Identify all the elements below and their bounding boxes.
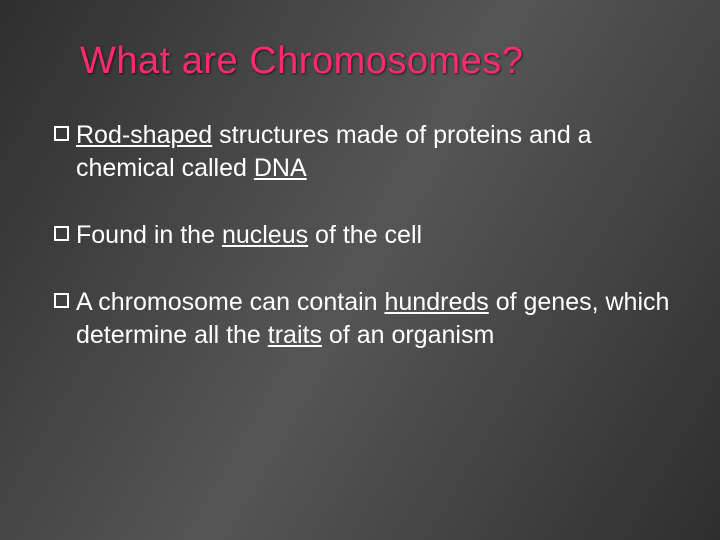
underlined-text: nucleus (222, 221, 308, 249)
bullet-item: Found in the nucleus of the cell (54, 219, 670, 252)
slide: What are Chromosomes? Rod-shaped structu… (0, 0, 720, 540)
bullet-item: A chromosome can contain hundreds of gen… (54, 286, 670, 352)
bullet-text: A chromosome can contain hundreds of gen… (76, 286, 670, 352)
text-segment: of an organism (322, 321, 494, 349)
text-segment: of the cell (308, 221, 422, 249)
underlined-text: Rod-shaped (76, 121, 212, 149)
square-bullet-icon (54, 226, 69, 241)
slide-title: What are Chromosomes? (80, 40, 670, 83)
bullet-text: Found in the nucleus of the cell (76, 219, 670, 252)
underlined-text: DNA (254, 154, 307, 182)
text-segment: A chromosome can contain (76, 288, 385, 316)
underlined-text: hundreds (385, 288, 489, 316)
slide-body: Rod-shaped structures made of proteins a… (50, 119, 670, 352)
square-bullet-icon (54, 126, 69, 141)
text-segment: Found in the (76, 221, 222, 249)
underlined-text: traits (268, 321, 322, 349)
square-bullet-icon (54, 293, 69, 308)
bullet-item: Rod-shaped structures made of proteins a… (54, 119, 670, 185)
bullet-text: Rod-shaped structures made of proteins a… (76, 119, 670, 185)
